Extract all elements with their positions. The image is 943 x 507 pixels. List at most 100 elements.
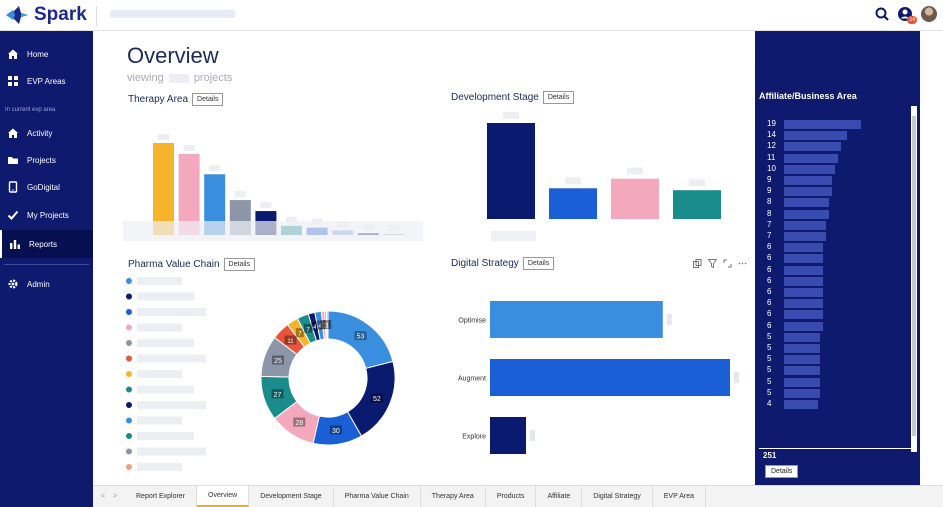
affiliate-bar[interactable] xyxy=(784,232,827,241)
donut-slice[interactable] xyxy=(325,310,329,340)
blurred-title xyxy=(110,10,235,18)
notifications[interactable]: 14 xyxy=(897,6,917,24)
affiliate-count: 8 xyxy=(767,197,772,207)
affiliate-bar[interactable] xyxy=(784,254,824,264)
affiliate-bar[interactable] xyxy=(784,332,821,342)
digital-strategy-bar[interactable] xyxy=(490,417,526,454)
blurred-data-label xyxy=(260,202,272,209)
therapy-area-bar[interactable] xyxy=(178,154,200,235)
search-icon[interactable] xyxy=(875,7,889,21)
affiliate-bar[interactable] xyxy=(784,220,827,230)
affiliate-list[interactable]: 19 14 12 11 10 9 9 8 8 7 7 6 6 6 6 6 6 6 6 5 5 5 5 5 5 4 xyxy=(767,119,907,447)
tab-overview[interactable]: Overview xyxy=(197,486,250,507)
development-stage-bar[interactable] xyxy=(487,123,535,219)
digital-strategy-chart[interactable]: Optimise Augment Explore xyxy=(448,289,748,485)
affiliate-bar[interactable] xyxy=(784,209,830,219)
sidebar-item-label: Projects xyxy=(27,155,56,165)
expand-icon[interactable] xyxy=(723,259,732,268)
donut-data-label: 7 xyxy=(306,327,310,333)
donut-label-bg xyxy=(370,393,383,403)
blurred-data-label xyxy=(234,191,246,198)
scrollbar-thumb[interactable] xyxy=(912,116,916,436)
affiliate-bar[interactable] xyxy=(784,276,824,286)
blurred-data-label xyxy=(530,430,535,441)
sidebar-item-evp-areas[interactable]: EVP Areas xyxy=(0,69,93,93)
tab-evp-area[interactable]: EVP Area xyxy=(652,486,706,507)
sidebar-item-admin[interactable]: Admin xyxy=(0,272,93,296)
tab-affiliate[interactable]: Affiliate xyxy=(536,486,583,507)
affiliate-bar[interactable] xyxy=(784,243,824,253)
sidebar-item-label: Admin xyxy=(27,279,50,289)
development-stage-bar[interactable] xyxy=(673,190,721,219)
blurred-legend-label xyxy=(137,416,182,425)
affiliate-bar[interactable] xyxy=(784,120,861,129)
more-options-icon[interactable] xyxy=(738,259,747,268)
donut-label-bg xyxy=(293,417,306,427)
affiliate-details-button[interactable]: Details xyxy=(765,465,799,478)
blurred-data-label xyxy=(627,167,643,175)
affiliate-bar[interactable] xyxy=(784,366,821,376)
affiliate-bar[interactable] xyxy=(784,153,838,163)
affiliate-count: 5 xyxy=(767,343,772,352)
affiliate-bar[interactable] xyxy=(784,388,821,398)
blurred-count xyxy=(168,73,189,83)
tab-scroll-left-icon[interactable]: < xyxy=(100,493,105,500)
sidebar-item-reports[interactable]: Reports xyxy=(0,230,93,258)
notification-badge: 14 xyxy=(907,16,917,24)
affiliate-bar[interactable] xyxy=(784,288,824,297)
affiliate-bar[interactable] xyxy=(784,131,847,141)
tab-scroll-right-icon[interactable]: > xyxy=(113,493,118,500)
visual-toolbar xyxy=(693,259,747,268)
affiliate-bar[interactable] xyxy=(784,142,841,152)
spark-logo[interactable]: Spark xyxy=(6,4,87,26)
affiliate-bar[interactable] xyxy=(784,400,818,409)
affiliate-bar[interactable] xyxy=(784,164,835,174)
affiliate-bar[interactable] xyxy=(784,187,833,197)
sidebar-item-projects[interactable]: Projects xyxy=(0,148,93,172)
affiliate-bar[interactable] xyxy=(784,344,821,353)
affiliate-bar[interactable] xyxy=(784,176,833,185)
digital-strategy-details-button[interactable]: Details xyxy=(522,257,555,270)
affiliate-bar[interactable] xyxy=(784,321,824,331)
affiliate-bar[interactable] xyxy=(784,310,824,320)
affiliate-scrollbar[interactable] xyxy=(911,106,917,452)
blurred-legend-label xyxy=(137,385,194,394)
development-stage-details-button[interactable]: Details xyxy=(542,91,575,104)
blurred-legend-label xyxy=(137,432,194,440)
sidebar-item-activity[interactable]: Activity xyxy=(0,121,93,145)
tab-pharma-value-chain[interactable]: Pharma Value Chain xyxy=(333,486,421,507)
affiliate-bar[interactable] xyxy=(784,355,821,365)
sidebar-item-home[interactable]: Home xyxy=(0,42,93,66)
pharma-value-chain-donut[interactable]: 535230282725117744211 xyxy=(253,303,403,453)
affiliate-count: 11 xyxy=(767,152,776,162)
tab-report-explorer[interactable]: Report Explorer xyxy=(125,486,198,507)
development-stage-chart[interactable] xyxy=(473,111,733,243)
digital-strategy-bar[interactable] xyxy=(490,301,663,338)
affiliate-bar[interactable] xyxy=(784,198,830,208)
therapy-area-bar[interactable] xyxy=(204,174,226,235)
affiliate-bar[interactable] xyxy=(784,265,824,275)
development-stage-bar[interactable] xyxy=(549,188,597,219)
copy-icon[interactable] xyxy=(693,259,702,268)
total-divider xyxy=(759,448,915,449)
affiliate-count: 14 xyxy=(767,130,776,140)
avatar[interactable] xyxy=(921,6,937,22)
tab-products[interactable]: Products xyxy=(485,486,537,507)
affiliate-bar[interactable] xyxy=(784,299,824,309)
legend-swatch xyxy=(126,464,132,470)
tab-development-stage[interactable]: Development Stage xyxy=(249,486,334,507)
affiliate-bar[interactable] xyxy=(784,377,821,387)
affiliate-count: 6 xyxy=(767,287,772,296)
affiliate-count: 12 xyxy=(767,141,776,151)
therapy-area-bar[interactable] xyxy=(153,143,174,235)
development-stage-bar[interactable] xyxy=(611,178,659,219)
sidebar-item-godigital[interactable]: GoDigital xyxy=(0,175,93,199)
filter-icon[interactable] xyxy=(708,259,717,268)
sidebar-item-my-projects[interactable]: My Projects xyxy=(0,203,93,227)
therapy-area-details-button[interactable]: Details xyxy=(192,93,224,106)
pharma-value-chain-details-button[interactable]: Details xyxy=(223,258,255,271)
digital-strategy-bar[interactable] xyxy=(490,359,730,396)
tab-therapy-area[interactable]: Therapy Area xyxy=(420,486,486,507)
tab-digital-strategy[interactable]: Digital Strategy xyxy=(582,486,653,507)
donut-label-bg xyxy=(271,389,284,399)
